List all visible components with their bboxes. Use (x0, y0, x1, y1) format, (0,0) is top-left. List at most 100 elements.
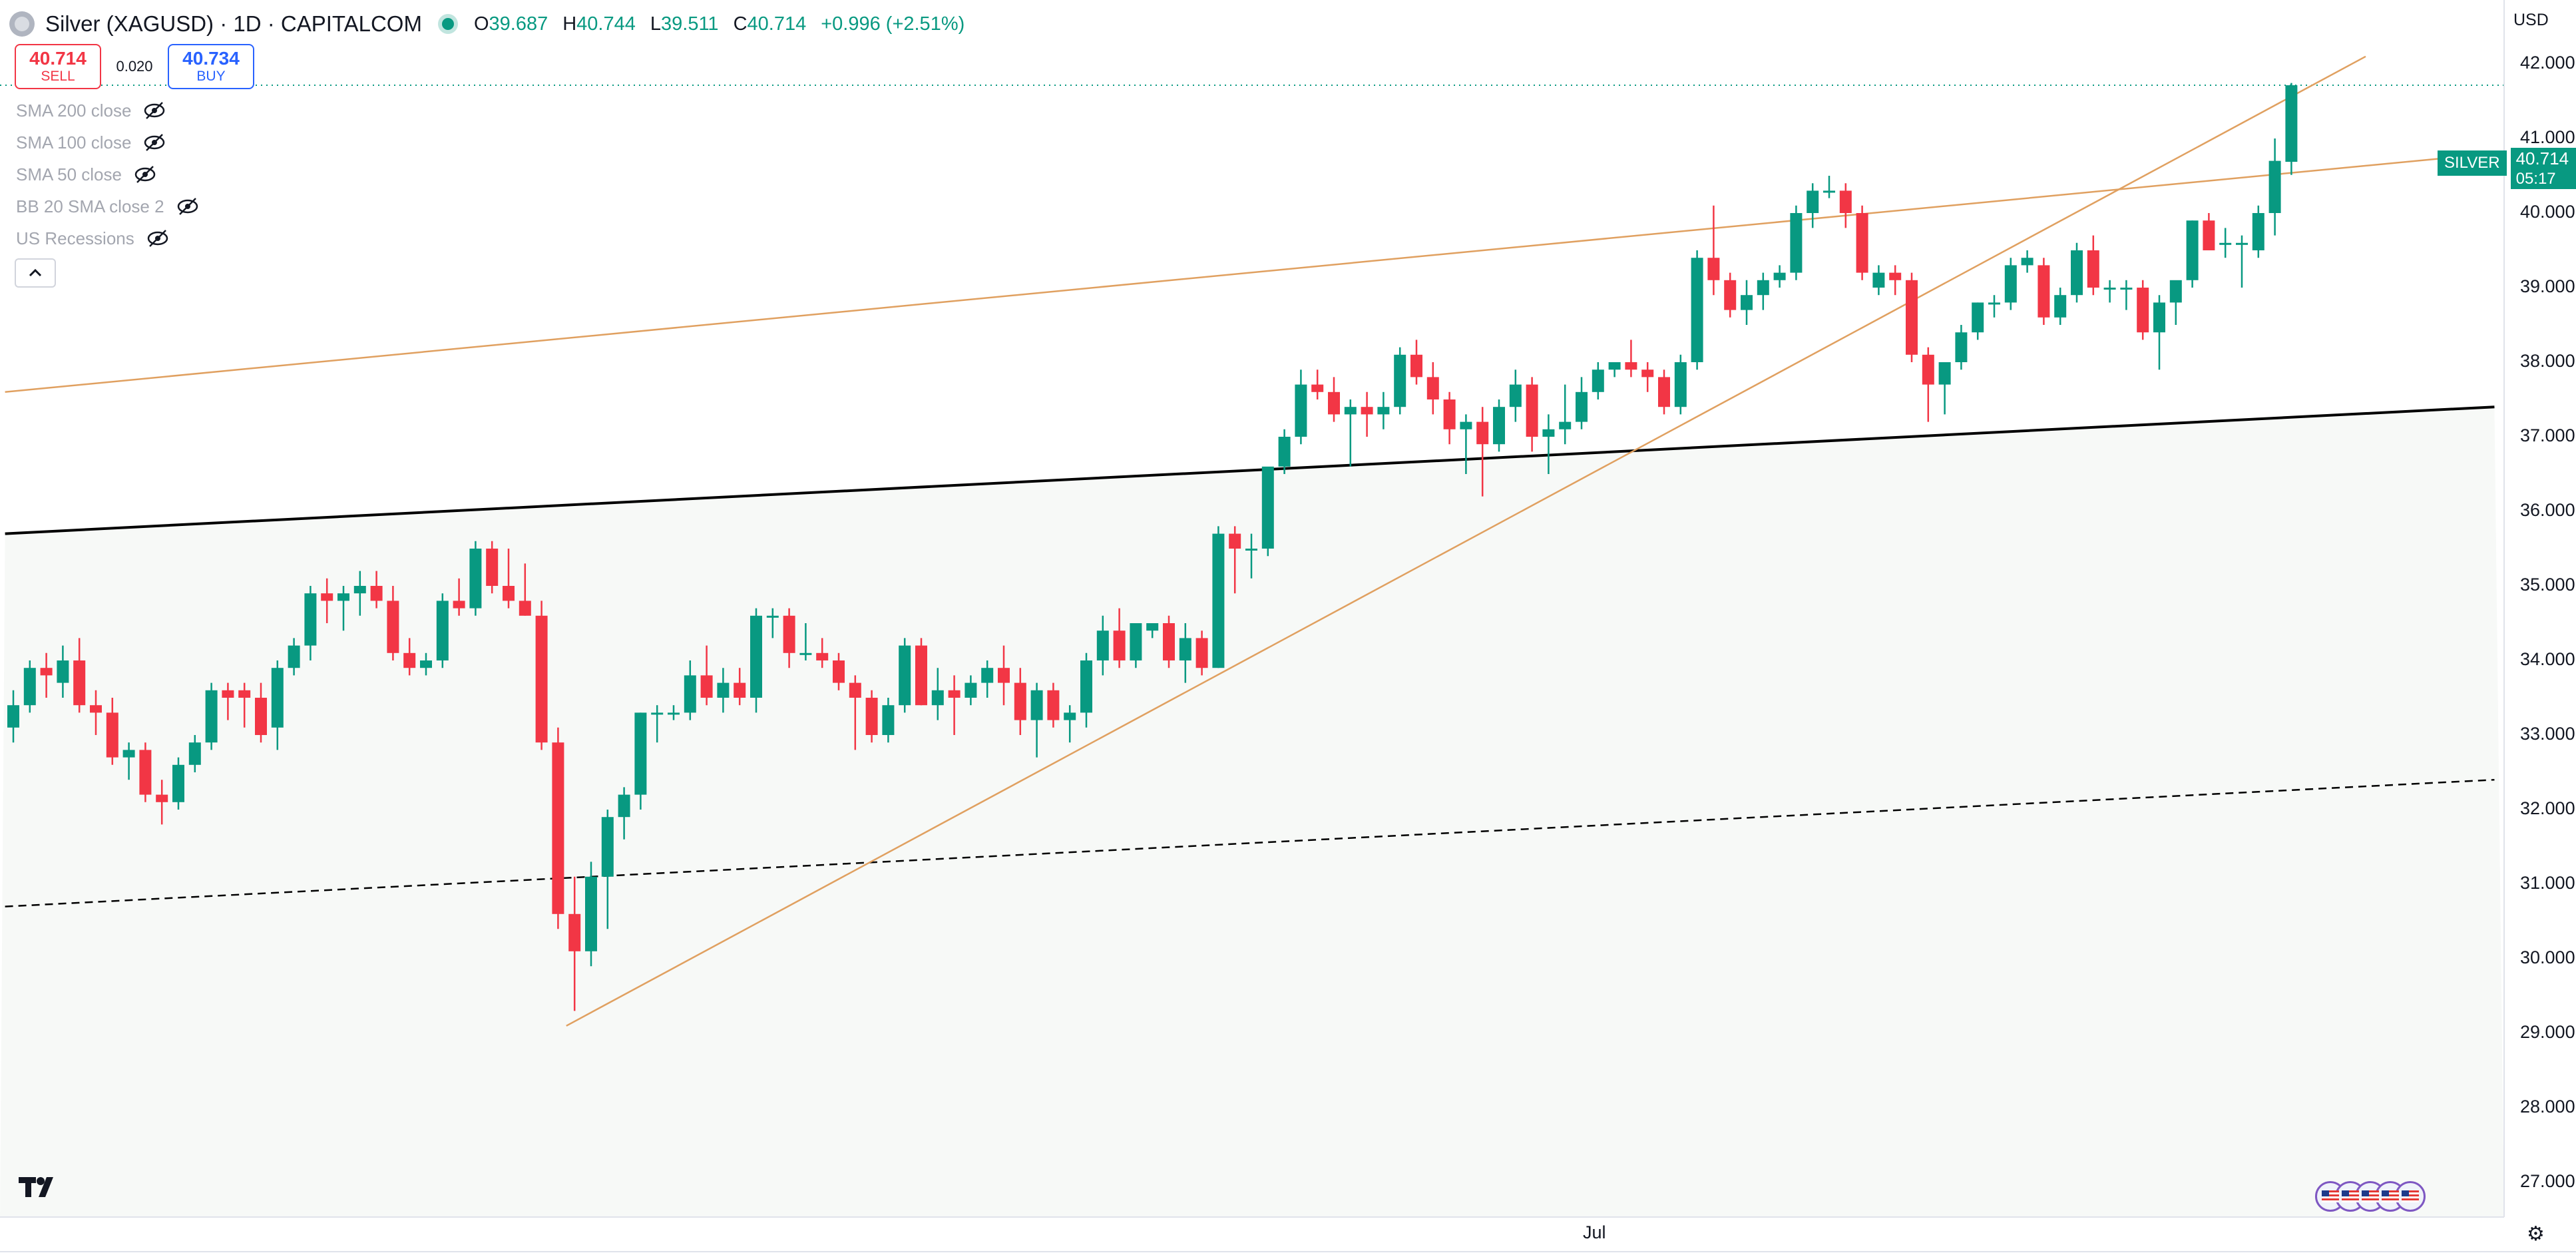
hidden-eye-icon[interactable] (176, 196, 199, 216)
candle (1526, 377, 1538, 452)
trendline-1[interactable] (5, 778, 2495, 907)
candle (453, 578, 465, 616)
tradingview-logo-icon[interactable] (19, 1176, 61, 1198)
us-flag-icon[interactable] (2395, 1181, 2426, 1212)
candle (1641, 362, 1654, 392)
candle-body (634, 712, 647, 795)
gear-icon[interactable]: ⚙ (2527, 1223, 2545, 1245)
candle (436, 593, 449, 668)
candle-body (1592, 370, 1604, 392)
ohlc-low: L39.511 (650, 13, 719, 35)
candle (1707, 205, 1720, 296)
candle-body (1509, 384, 1522, 407)
candle-body (304, 593, 317, 646)
last-price-tag: SILVER 40.714 05:17 (2438, 148, 2576, 189)
indicator-us-recessions[interactable]: US Recessions (16, 224, 169, 253)
candle-body (238, 690, 251, 698)
indicator-bb-20[interactable]: BB 20 SMA close 2 (16, 192, 199, 221)
collapse-legend-button[interactable] (15, 258, 56, 288)
candle (2087, 235, 2099, 296)
candle-body (750, 615, 762, 698)
candle (684, 660, 696, 720)
spread-value: 0.020 (116, 58, 153, 75)
candle (1757, 272, 1769, 310)
candle-body (865, 698, 878, 735)
candle (1691, 250, 1703, 370)
candle-body (618, 794, 630, 818)
legend-header: Silver (XAGUSD) · 1D · CAPITALCOM O39.68… (9, 8, 965, 40)
candle (2004, 258, 2017, 310)
candle-body (2268, 160, 2281, 213)
candle-body (1328, 391, 1340, 415)
price-tick: 35.000 (2520, 575, 2575, 595)
candle (568, 876, 581, 1011)
candle (1493, 399, 1505, 452)
candle (734, 668, 746, 706)
candle-body (2137, 288, 2149, 333)
candle-body (2186, 220, 2199, 280)
candle (1377, 391, 1390, 429)
hidden-eye-icon[interactable] (146, 228, 169, 248)
trendline-0[interactable] (5, 405, 2495, 535)
candle (1146, 623, 1159, 638)
trendline-3[interactable] (566, 55, 2366, 1027)
price-tick: 28.000 (2520, 1097, 2575, 1117)
currency-selector[interactable]: USD (2513, 11, 2549, 29)
candle-body (1872, 272, 1885, 288)
candle-body (1988, 302, 2000, 305)
candle (57, 645, 69, 698)
candle-body (1526, 384, 1538, 437)
candle-body (2103, 288, 2116, 290)
candle (1592, 362, 1604, 399)
ohlc-change: +0.996 (+2.51%) (821, 13, 965, 35)
candle-body (1773, 272, 1786, 280)
hidden-eye-icon[interactable] (143, 101, 166, 121)
candle-body (321, 593, 333, 601)
hidden-eye-icon[interactable] (143, 132, 166, 152)
sell-price: 40.714 (29, 48, 87, 69)
candle (288, 638, 300, 676)
candle-body (1047, 690, 1060, 720)
candle (2153, 295, 2165, 370)
candle (2038, 258, 2050, 325)
indicator-sma-50[interactable]: SMA 50 close (16, 160, 156, 189)
candle-body (23, 668, 36, 706)
hidden-eye-icon[interactable] (134, 164, 156, 184)
candle-body (2219, 242, 2232, 245)
economic-events-markers[interactable] (2315, 1181, 2426, 1212)
trendline-2[interactable] (5, 152, 2495, 393)
candle-body (503, 586, 515, 601)
candle (2236, 235, 2248, 288)
buy-button[interactable]: 40.734 BUY (168, 44, 254, 89)
candle (172, 757, 184, 810)
price-tick: 27.000 (2520, 1171, 2575, 1191)
candle-body (1096, 630, 1109, 660)
sell-button[interactable]: 40.714 SELL (15, 44, 101, 89)
symbol-title[interactable]: Silver (XAGUSD) · 1D · CAPITALCOM (45, 11, 422, 36)
candle-body (1823, 190, 1835, 193)
candle (899, 638, 911, 713)
candle (1278, 429, 1291, 474)
candle (1426, 362, 1439, 415)
indicator-sma-200[interactable]: SMA 200 close (16, 96, 166, 125)
candle-body (799, 652, 812, 655)
candle (1773, 265, 1786, 288)
candle (122, 742, 135, 780)
candle (915, 638, 927, 706)
indicator-label: SMA 200 close (16, 100, 132, 121)
candle (1443, 391, 1456, 445)
candle (1856, 205, 1868, 280)
candle-body (436, 601, 449, 660)
candle-body (288, 645, 300, 668)
candle (1460, 414, 1472, 474)
indicator-sma-100[interactable]: SMA 100 close (16, 128, 166, 157)
candle-body (1493, 407, 1505, 445)
candle (73, 638, 86, 713)
candle-body (1608, 362, 1621, 370)
candle-body (1377, 407, 1390, 415)
buy-label: BUY (196, 69, 226, 84)
candle-body (833, 660, 845, 683)
candle (965, 675, 977, 706)
candle (1344, 399, 1357, 467)
